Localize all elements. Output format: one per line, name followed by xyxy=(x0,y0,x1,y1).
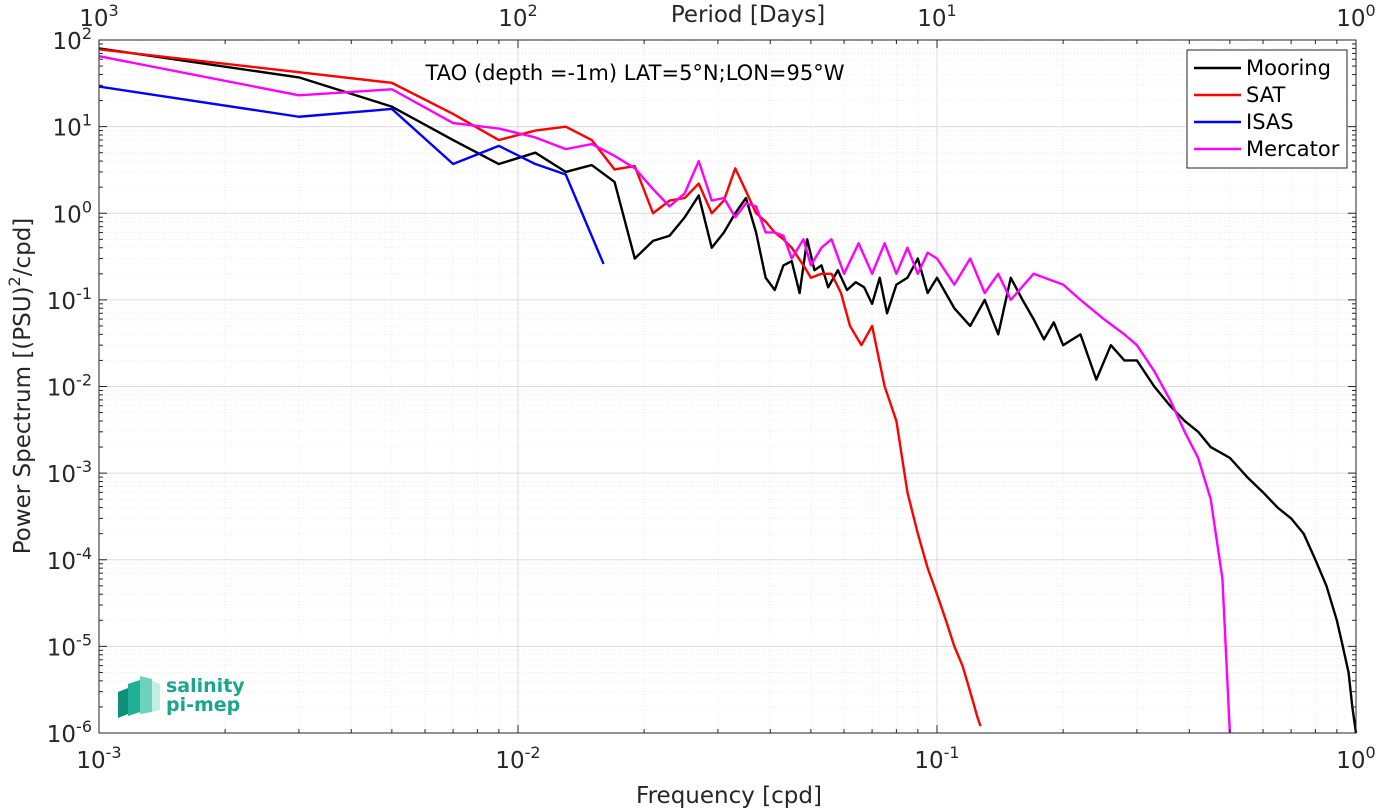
y-tick-label: 10-3 xyxy=(47,457,92,488)
x-tick-label-exp: -3 xyxy=(106,743,122,762)
y-tick-label-base: 10 xyxy=(53,202,82,228)
y-tick-label-exp: -2 xyxy=(76,371,92,390)
salinity-pi-mep-logo: salinity pi-mep xyxy=(118,675,245,718)
y-tick-label: 100 xyxy=(53,197,92,228)
x-tick-label-base: 10 xyxy=(76,748,105,774)
y-tick-label-base: 10 xyxy=(53,116,82,142)
top-tick-label: 101 xyxy=(917,1,956,32)
top-axis-label: Period [Days] xyxy=(671,2,825,28)
axis-tick-marks xyxy=(98,40,1356,734)
series-line-isas xyxy=(98,85,605,265)
top-tick-label-base: 10 xyxy=(917,6,946,32)
x-tick-label-exp: -1 xyxy=(944,743,960,762)
y-tick-label-exp: -5 xyxy=(76,630,92,649)
logo-text-line2: pi-mep xyxy=(166,694,240,716)
y-tick-label-exp: 2 xyxy=(82,24,92,43)
top-tick-label-exp: 3 xyxy=(109,1,119,20)
top-tick-label: 103 xyxy=(79,1,118,32)
y-tick-label: 102 xyxy=(53,24,92,55)
top-tick-label-base: 10 xyxy=(498,6,527,32)
y-tick-label-base: 10 xyxy=(47,549,76,575)
y-tick-label-exp: -6 xyxy=(76,717,92,736)
y-tick-label: 10-2 xyxy=(47,371,92,402)
top-tick-label-exp: 1 xyxy=(947,1,957,20)
legend: Mooring SAT ISAS Mercator xyxy=(1186,49,1348,169)
x-tick-label-exp: 0 xyxy=(1366,743,1376,762)
logo-text-line1: salinity xyxy=(166,675,245,697)
y-tick-label-base: 10 xyxy=(47,635,76,661)
x-axis-label: Frequency [cpd] xyxy=(636,783,822,809)
top-tick-label-base: 10 xyxy=(79,6,108,32)
x-tick-label: 10-3 xyxy=(76,743,121,774)
x-tick-label: 100 xyxy=(1336,743,1375,774)
series-line-mercator xyxy=(98,55,1232,734)
x-tick-labels: 10-3 10-2 10-1 100 xyxy=(76,743,1375,774)
y-tick-label-base: 10 xyxy=(47,376,76,402)
y-tick-label-base: 10 xyxy=(47,289,76,315)
chart-title: TAO (depth =-1m) LAT=5°N;LON=95°W xyxy=(424,61,844,85)
y-tick-label: 10-5 xyxy=(47,630,92,661)
y-tick-label-exp: 0 xyxy=(82,197,92,216)
x-tick-label: 10-1 xyxy=(914,743,959,774)
y-axis-label-tail: /cpd] xyxy=(10,218,36,277)
series-line-sat xyxy=(98,48,982,727)
legend-label-mooring: Mooring xyxy=(1246,56,1331,80)
top-tick-label-base: 10 xyxy=(1336,6,1365,32)
top-tick-labels: 103 102 101 100 xyxy=(79,1,1375,32)
y-axis-label-sup: 2 xyxy=(5,276,24,286)
legend-label-isas: ISAS xyxy=(1246,110,1294,134)
y-tick-label-exp: -1 xyxy=(76,284,92,303)
legend-label-mercator: Mercator xyxy=(1246,137,1340,161)
top-tick-label: 100 xyxy=(1336,1,1375,32)
top-tick-label: 102 xyxy=(498,1,537,32)
y-tick-label: 101 xyxy=(53,111,92,142)
x-tick-label-base: 10 xyxy=(914,748,943,774)
top-tick-label-exp: 0 xyxy=(1366,1,1376,20)
x-tick-label-base: 10 xyxy=(495,748,524,774)
y-tick-label-base: 10 xyxy=(47,722,76,748)
x-tick-label-base: 10 xyxy=(1336,748,1365,774)
y-tick-label: 10-4 xyxy=(47,544,92,575)
x-tick-label: 10-2 xyxy=(495,743,540,774)
y-tick-label-base: 10 xyxy=(53,29,82,55)
series-line-mooring xyxy=(98,47,1358,734)
y-tick-label: 10-1 xyxy=(47,284,92,315)
y-tick-label: 10-6 xyxy=(47,717,92,748)
x-tick-label-exp: -2 xyxy=(525,743,541,762)
y-axis-label-main: Power Spectrum [(PSU) xyxy=(10,286,36,554)
y-axis-label: Power Spectrum [(PSU)2/cpd] xyxy=(5,218,36,555)
top-tick-label-exp: 2 xyxy=(528,1,538,20)
legend-label-sat: SAT xyxy=(1246,83,1285,107)
y-tick-label-exp: -4 xyxy=(76,544,92,563)
y-tick-label-base: 10 xyxy=(47,462,76,488)
y-tick-label-exp: 1 xyxy=(82,111,92,130)
logo-mark-icon xyxy=(118,676,160,718)
y-tick-label-exp: -3 xyxy=(76,457,92,476)
series-lines xyxy=(98,47,1358,734)
